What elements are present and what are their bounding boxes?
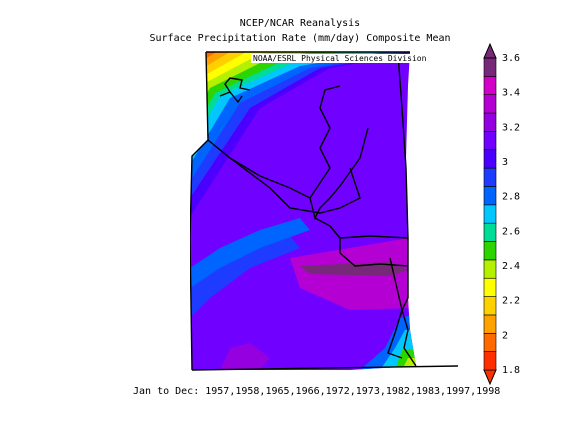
colorbar-swatch [483, 112, 497, 132]
colorbar-swatch [483, 351, 497, 371]
band-2-5 [190, 52, 416, 158]
colorbar-swatch [483, 277, 497, 297]
colorbar-swatch [483, 204, 497, 224]
colorbar-tick-label: 3 [502, 157, 508, 168]
colorbar-swatch [483, 296, 497, 316]
internal-line-2 [309, 85, 341, 199]
band-3-5 [300, 262, 408, 276]
chart-title-line1: NCEP/NCAR Reanalysis [239, 18, 361, 29]
colorbar-swatch [483, 186, 497, 206]
colorbar-tick-label: 2.4 [502, 261, 520, 272]
colorbar-tick-label: 3.4 [502, 88, 520, 99]
precipitation-field [190, 52, 416, 370]
colorbar-swatch [483, 222, 497, 242]
chart-title-line2: Surface Precipitation Rate (mm/day) Comp… [149, 33, 451, 44]
colorbar-swatch [483, 241, 497, 261]
west-border [190, 51, 209, 371]
internal-line-4 [229, 157, 361, 214]
west-band-2-9 [190, 218, 310, 288]
colorbar-tick-label: 2.2 [502, 296, 520, 307]
colorbar-swatch [483, 167, 497, 187]
colorbar-swatch [483, 131, 497, 151]
colorbar-labels: 1.8 2 2.2 2.4 2.6 2.8 3 3.2 3.4 3.6 [502, 53, 520, 376]
colorbar-swatch [483, 149, 497, 169]
precipitation-map [190, 51, 459, 371]
colorbar-swatches [483, 42, 497, 386]
colorbar: 1.8 2 2.2 2.4 2.6 2.8 3 3.2 3.4 3.6 [483, 42, 520, 386]
internal-line-1 [207, 139, 311, 199]
colorbar-swatch [483, 332, 497, 352]
data-credit-label: NOAA/ESRL Physical Sciences Division [251, 54, 429, 63]
colorbar-swatch [483, 314, 497, 334]
period-footer: Jan to Dec: 1957,1958,1965,1966,1972,197… [133, 386, 501, 397]
boundary-lines [190, 51, 459, 371]
internal-line-7 [387, 257, 403, 359]
lake-outline [219, 77, 251, 104]
colorbar-swatch [483, 76, 497, 96]
colorbar-tick-label: 3.2 [502, 122, 520, 133]
colorbar-swatch [483, 57, 497, 77]
band-2-6 [190, 52, 416, 173]
band-3-3-sw [220, 343, 270, 370]
colorbar-swatch [483, 94, 497, 114]
internal-line-6 [329, 225, 409, 267]
south-border [191, 365, 459, 371]
colorbar-min-cap [483, 369, 497, 386]
colorbar-tick-label: 2.6 [502, 226, 520, 237]
colorbar-tick-label: 3.6 [502, 53, 520, 64]
colorbar-tick-label: 2.8 [502, 192, 520, 203]
colorbar-max-cap [483, 42, 497, 59]
east-border [397, 53, 417, 367]
colorbar-swatch [483, 259, 497, 279]
colorbar-tick-label: 2 [502, 330, 508, 341]
west-band-3-0 [190, 236, 300, 318]
colorbar-tick-label: 1.8 [502, 365, 520, 376]
